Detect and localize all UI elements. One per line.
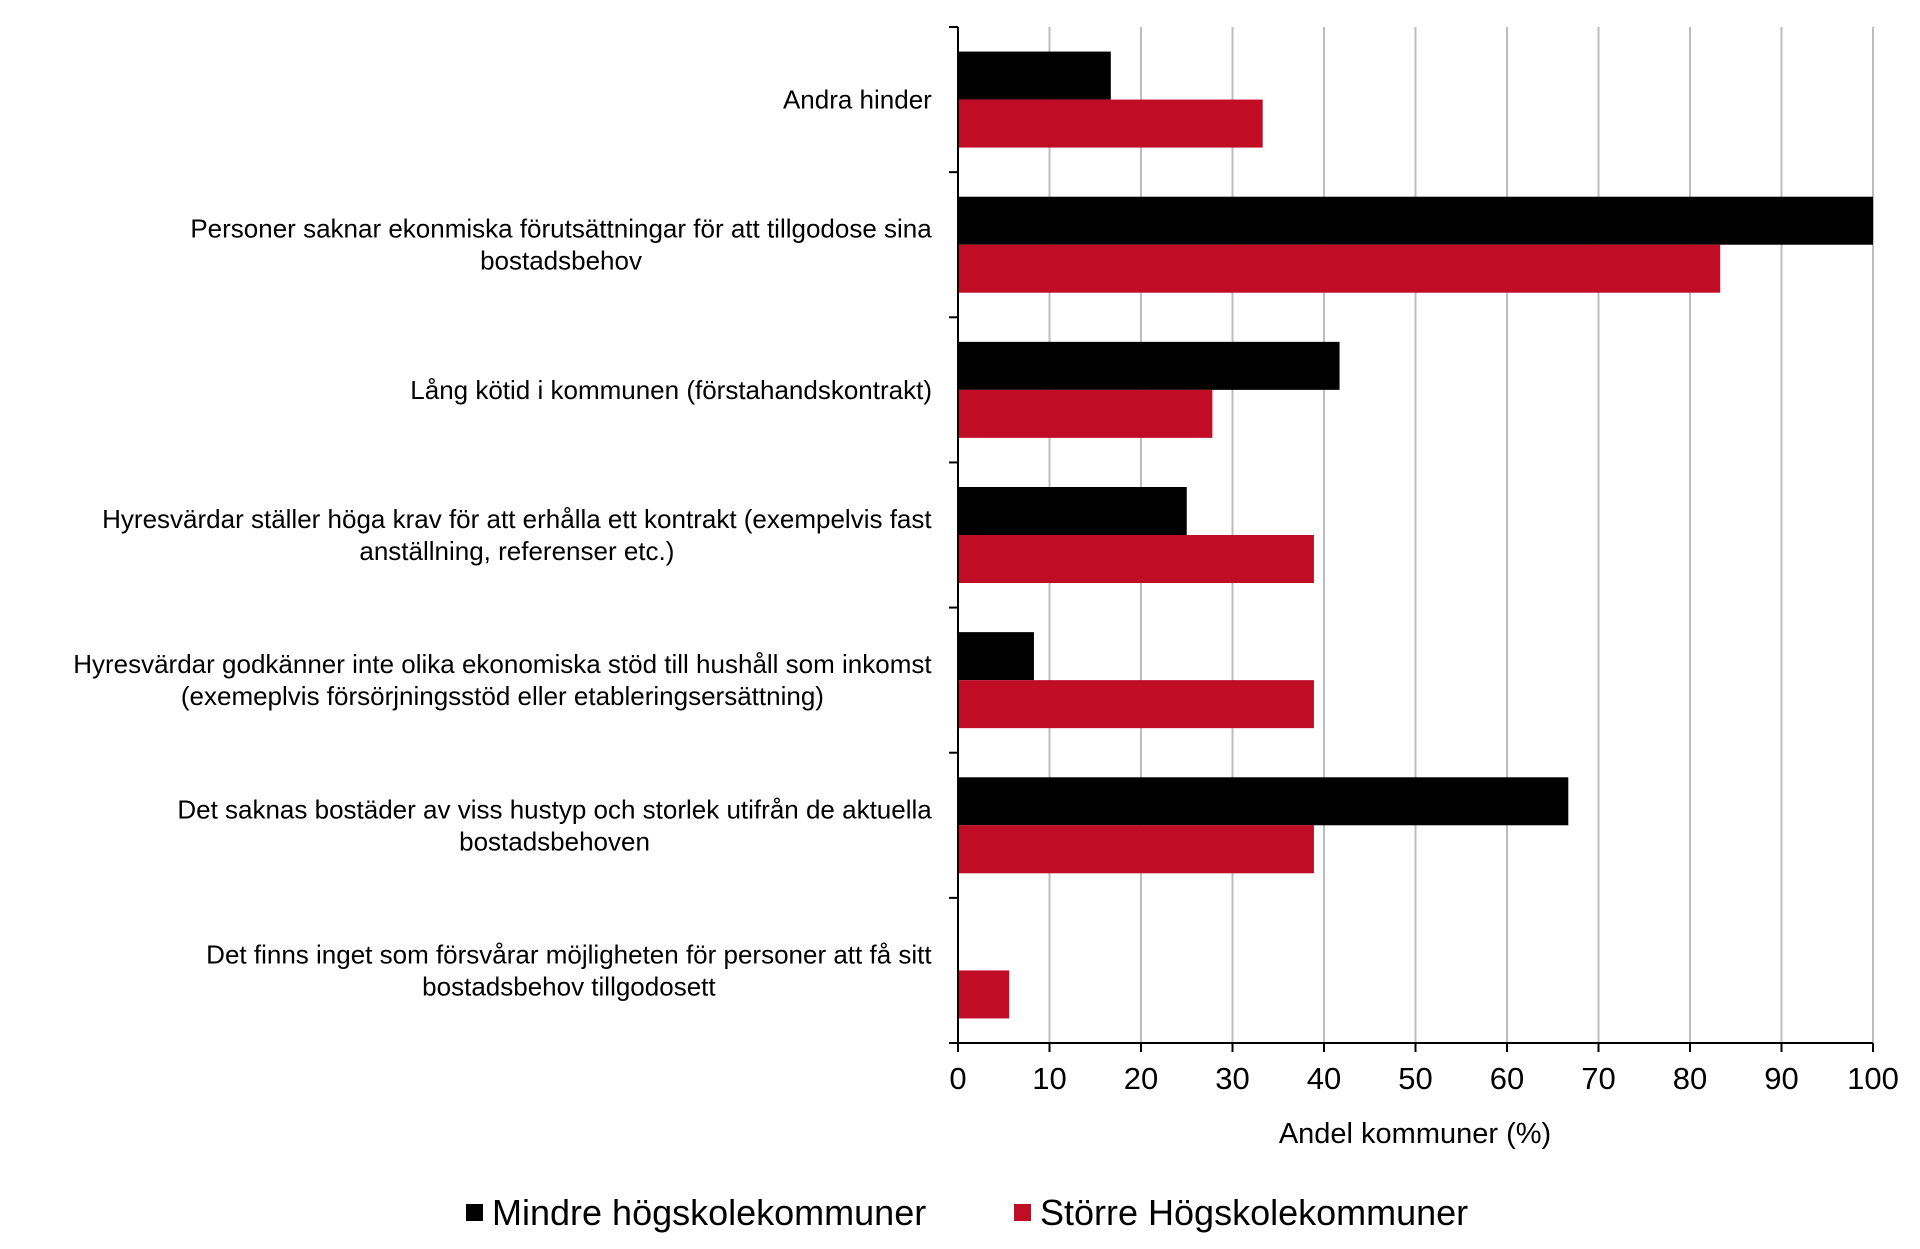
x-axis-title: Andel kommuner (%) [1279, 1118, 1551, 1150]
bar-mindre [958, 196, 1873, 245]
x-tick-label: 60 [1490, 1061, 1524, 1096]
category-label: Hyresvärdar godkänner inte olika ekonomi… [73, 649, 932, 711]
x-tick-labels: 0 10 20 30 40 50 60 70 80 90 100 [949, 1061, 1898, 1096]
gridlines [1048, 27, 1874, 1043]
bar-storre [958, 970, 1010, 1019]
axes [949, 26, 1874, 1052]
category-label: Hyresvärdar ställer höga krav för att er… [102, 504, 932, 566]
x-tick-label: 90 [1764, 1061, 1798, 1096]
category-label: Personer saknar ekonmiska förutsättninga… [190, 214, 932, 276]
bar-storre [958, 825, 1314, 874]
x-tick-label: 20 [1124, 1061, 1158, 1096]
bar-storre [958, 535, 1314, 583]
legend: Mindre högskolekommuner Större Högskoleko… [466, 1192, 1468, 1233]
x-tick-label: 50 [1398, 1061, 1432, 1096]
x-tick-label: 80 [1673, 1061, 1707, 1096]
x-tick-label: 100 [1847, 1061, 1899, 1096]
bar-mindre [958, 51, 1111, 100]
bar-storre [958, 99, 1263, 148]
x-tick-label: 10 [1032, 1061, 1066, 1096]
bar-storre [958, 389, 1213, 438]
legend-swatch-mindre [466, 1204, 483, 1221]
bar-mindre [958, 777, 1569, 826]
category-label: Det finns inget som försvårar möjlighete… [206, 939, 932, 1001]
bars [958, 51, 1873, 1019]
legend-swatch-storre [1014, 1204, 1031, 1221]
legend-label-mindre: Mindre högskolekommuner [492, 1192, 926, 1233]
legend-label-storre: Större Högskolekommuner [1040, 1192, 1468, 1233]
x-tick-label: 0 [949, 1061, 966, 1096]
bar-mindre [958, 632, 1034, 681]
bar-mindre [958, 341, 1340, 390]
category-label: Det saknas bostäder av viss hustyp och s… [177, 794, 932, 856]
bar-storre [958, 244, 1721, 293]
x-tick-label: 40 [1307, 1061, 1341, 1096]
category-labels: Andra hinder Personer saknar ekonmiska fö… [73, 85, 932, 1002]
x-tick-label: 30 [1215, 1061, 1249, 1096]
category-label: Andra hinder [783, 85, 932, 115]
x-tick-label: 70 [1581, 1061, 1615, 1096]
bar-mindre [958, 487, 1187, 535]
category-label: Lång kötid i kommunen (förstahandskontra… [410, 375, 932, 405]
bar-storre [958, 680, 1314, 729]
